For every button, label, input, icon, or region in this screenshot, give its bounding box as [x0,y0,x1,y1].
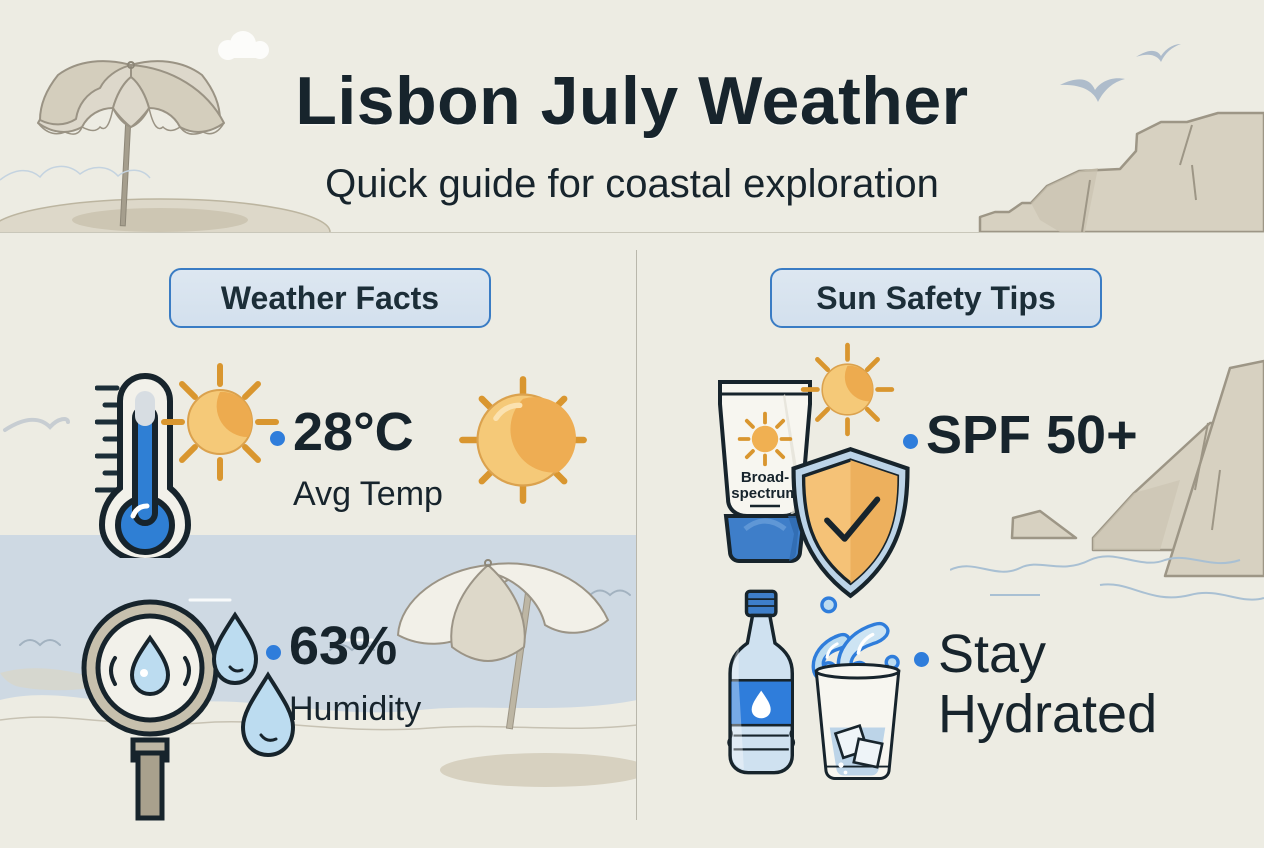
svg-text:Broad-: Broad- [741,469,789,486]
